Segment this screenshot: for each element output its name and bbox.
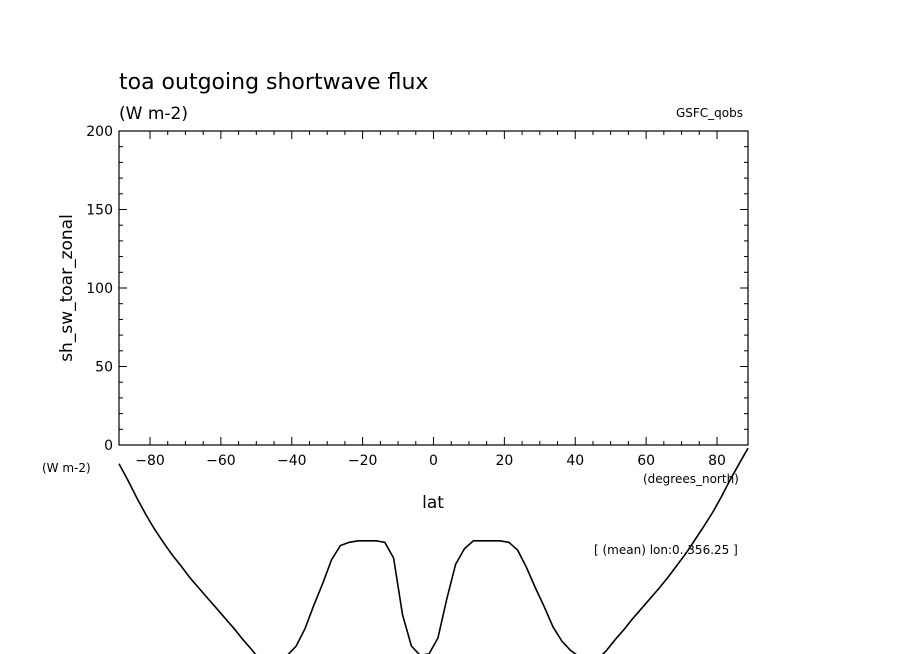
- series-line: [118, 447, 749, 654]
- plot-frame: [118, 130, 749, 446]
- x-axis-label: lat: [422, 493, 444, 513]
- source-label: GSFC_qobs: [676, 106, 743, 120]
- y-tick-label: 100: [86, 281, 113, 297]
- x-tick-label: 40: [566, 453, 584, 469]
- x-tick-label: −60: [206, 453, 236, 469]
- x-tick-label: 60: [637, 453, 655, 469]
- chart-title: toa outgoing shortwave flux: [119, 70, 428, 95]
- x-tick-label: −40: [277, 453, 307, 469]
- mean-note: [ (mean) lon:0..356.25 ]: [594, 543, 738, 557]
- x-tick-label: −80: [135, 453, 165, 469]
- y-tick-label: 0: [104, 438, 113, 454]
- x-tick-label: 80: [708, 453, 726, 469]
- series-layer: [118, 447, 749, 654]
- x-tick-label: 20: [495, 453, 513, 469]
- y-axis-label: sh_sw_toar_zonal: [57, 214, 77, 362]
- y-tick-label: 50: [95, 360, 113, 376]
- y-tick-label: 200: [86, 124, 113, 140]
- y-tick-label: 150: [86, 203, 113, 219]
- x-tick-label: −20: [348, 453, 378, 469]
- x-axis: −80 −60 −40 −20 0 20 40 60 80: [135, 131, 726, 469]
- x-units-label: (degrees_north): [643, 472, 739, 486]
- y-units-label: (W m-2): [42, 461, 91, 475]
- chart-subtitle: (W m-2): [119, 104, 188, 124]
- y-axis: 0 50 100 150 200: [86, 124, 748, 454]
- x-tick-label: 0: [429, 453, 438, 469]
